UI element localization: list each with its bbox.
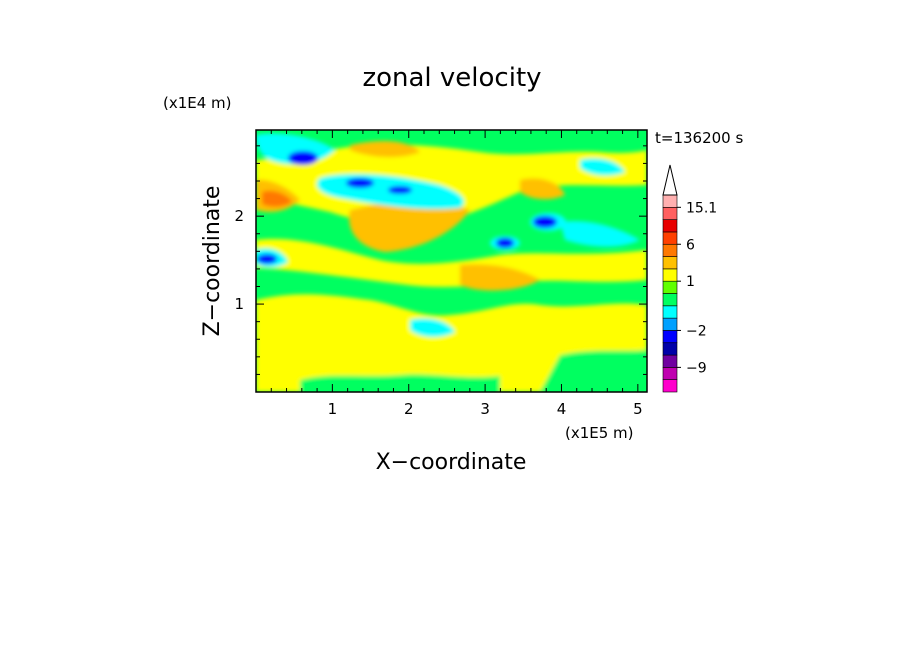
region-green-br <box>540 350 647 392</box>
colorbar: 15.1 6 1 −2 −9 <box>662 164 717 393</box>
y-axis-ticks: 12 <box>234 145 647 375</box>
region-red-left <box>262 190 292 207</box>
x-axis-ticks: 1 2 3 4 5 <box>270 130 643 418</box>
colorbar-segment <box>662 194 678 208</box>
colorbar-segment <box>662 243 678 257</box>
y-tick-label: 2 <box>234 207 244 225</box>
x-tick-label: 4 <box>557 400 567 418</box>
colorbar-segment <box>662 354 678 368</box>
y-axis-label: Z−coordinate <box>200 186 225 337</box>
blob-blue-b <box>388 186 412 194</box>
y-axis-unit: (x1E4 m) <box>163 94 232 112</box>
plot-frame <box>255 129 648 393</box>
colorbar-segment <box>662 305 678 319</box>
colorbar-segment <box>662 280 678 294</box>
contour-field <box>256 130 647 392</box>
x-axis-unit: (x1E5 m) <box>565 424 634 442</box>
region-orange-arc <box>349 200 470 252</box>
x-tick-label: 5 <box>633 400 643 418</box>
chart-title: zonal velocity <box>362 63 541 93</box>
colorbar-segment <box>662 219 678 233</box>
time-label: t=136200 s <box>655 129 743 147</box>
region-orange-right <box>520 178 565 200</box>
colorbar-segment <box>662 268 678 282</box>
colorbar-segment <box>662 317 678 331</box>
region-green-bottom <box>300 374 500 392</box>
colorbar-label: −2 <box>686 323 707 339</box>
colorbar-segment <box>662 367 678 380</box>
colorbar-segment <box>662 379 678 393</box>
region-yellow-mid <box>256 239 647 288</box>
colorbar-segment <box>662 330 678 344</box>
blob-blue-a <box>346 178 374 188</box>
region-orange-top <box>350 140 420 158</box>
blob-blue-left <box>257 254 277 264</box>
region-orange-mid <box>460 264 540 291</box>
colorbar-label: 1 <box>686 274 695 290</box>
y-tick-label: 1 <box>234 295 244 313</box>
colorbar-segment <box>662 256 678 270</box>
x-tick-label: 3 <box>480 400 490 418</box>
x-axis-label: X−coordinate <box>376 450 527 475</box>
region-yellow-low <box>256 294 647 392</box>
region-cyan-far-right <box>560 221 640 247</box>
colorbar-segment <box>662 293 678 307</box>
colorbar-label: 6 <box>686 237 695 253</box>
colorbar-segment <box>662 342 678 356</box>
x-tick-label: 2 <box>404 400 414 418</box>
blob-blue-tl <box>288 151 318 165</box>
x-tick-label: 1 <box>328 400 338 418</box>
blob-blue-mid <box>496 238 514 248</box>
colorbar-extension <box>662 164 678 196</box>
colorbar-segment <box>662 207 678 220</box>
colorbar-label: −9 <box>686 360 707 376</box>
colorbar-label: 15.1 <box>686 200 717 216</box>
region-yellow-upper <box>256 144 647 226</box>
colorbar-segment <box>662 231 678 245</box>
region-cyan-low <box>410 318 455 338</box>
region-cyan-tr <box>580 158 625 176</box>
blob-blue-right <box>533 216 557 228</box>
